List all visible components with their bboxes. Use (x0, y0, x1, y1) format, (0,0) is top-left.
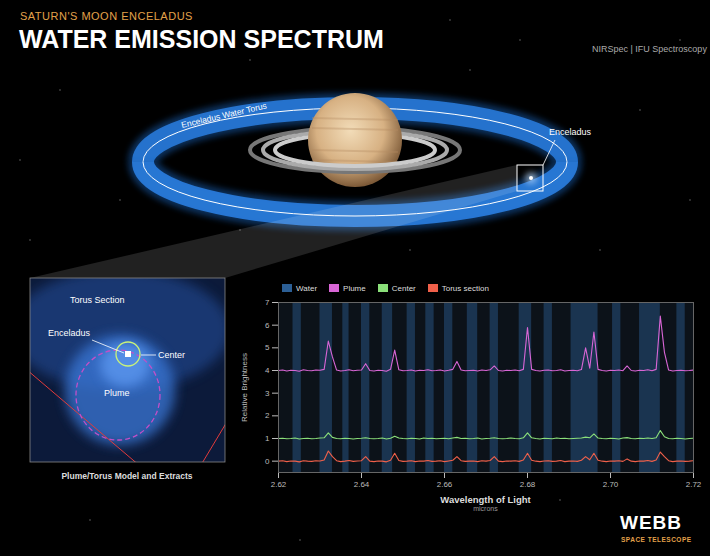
svg-text:WEBB: WEBB (620, 512, 682, 533)
html-text:Plume: Plume (343, 283, 366, 293)
svg-text:Enceladus: Enceladus (549, 127, 592, 137)
svg-text:2: 2 (265, 411, 270, 420)
html-text:Center: Center (391, 283, 416, 293)
svg-text:WATER EMISSION SPECTRUM: WATER EMISSION SPECTRUM (19, 25, 384, 53)
svg-text:Relative Brightness: Relative Brightness (240, 353, 249, 422)
html-text:Water: Water (296, 283, 317, 293)
html-text:Torus section: Torus section (441, 283, 489, 293)
svg-text:Plume/Torus Model and Extracts: Plume/Torus Model and Extracts (61, 471, 192, 481)
svg-text:SATURN'S MOON ENCELADUS: SATURN'S MOON ENCELADUS (20, 10, 193, 22)
svg-text:Center: Center (158, 350, 185, 360)
svg-text:3: 3 (265, 389, 270, 398)
svg-text:Enceladus: Enceladus (48, 328, 91, 338)
svg-text:2.68: 2.68 (520, 480, 536, 489)
html-text:microns: microns (473, 505, 498, 512)
svg-text:NIRSpec | IFU Spectroscopy: NIRSpec | IFU Spectroscopy (592, 44, 707, 54)
svg-text:Enceladus Water Torus: Enceladus Water Torus (180, 101, 267, 130)
svg-text:0: 0 (265, 457, 270, 466)
svg-text:2.64: 2.64 (354, 480, 370, 489)
html-text:Wavelength of Light: Wavelength of Light (440, 494, 531, 505)
svg-text:2.66: 2.66 (437, 480, 453, 489)
svg-text:Torus Section: Torus Section (70, 295, 125, 305)
svg-text:4: 4 (265, 366, 270, 375)
svg-text:2.72: 2.72 (686, 480, 702, 489)
svg-text:Plume: Plume (104, 388, 130, 398)
svg-text:5: 5 (265, 343, 270, 352)
svg-text:2.62: 2.62 (271, 480, 287, 489)
svg-text:2.70: 2.70 (603, 480, 619, 489)
svg-text:SPACE TELESCOPE: SPACE TELESCOPE (621, 536, 692, 543)
svg-text:1: 1 (265, 434, 270, 443)
svg-text:6: 6 (265, 321, 270, 330)
svg-text:7: 7 (265, 298, 270, 307)
